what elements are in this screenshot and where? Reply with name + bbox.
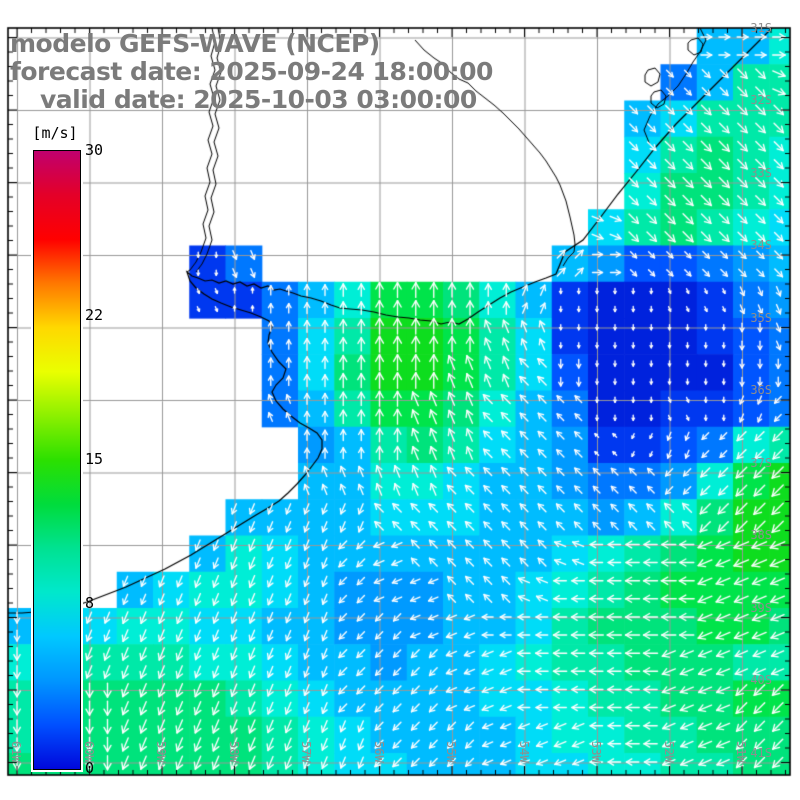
lon-label-52w: 52W [661, 741, 676, 763]
lat-label-32s: 32S [750, 93, 772, 107]
lon-label-61w: 61W [9, 741, 23, 763]
lon-label-58w: 58W [226, 741, 241, 763]
lat-label-36s: 36S [750, 383, 772, 397]
lon-label-59w: 59W [154, 741, 168, 763]
lat-label-33s: 33S [750, 165, 772, 180]
lon-label-56w: 56W [371, 741, 386, 763]
lon-label-55w: 55W [444, 741, 458, 763]
colorbar-tick-15: 15 [85, 450, 104, 468]
colorbar-tick-8: 8 [85, 594, 95, 613]
colorbar-tick-22: 22 [85, 305, 104, 324]
lat-label-40s: 40S [750, 673, 772, 687]
lon-label-53w: 53W [589, 741, 603, 763]
lat-label-39s: 39S [750, 600, 772, 615]
lon-label-54w: 54W [516, 741, 531, 763]
lat-label-34s: 34S [750, 238, 772, 252]
lon-label-57w: 57W [299, 741, 313, 763]
lat-label-35s: 35S [750, 310, 772, 325]
colorbar-tick-30: 30 [85, 141, 104, 159]
lat-label-41s: 41S [750, 745, 772, 760]
lat-label-37s: 37S [750, 455, 772, 470]
colorbar-tick-0: 0 [85, 759, 95, 777]
colorbar-gradient [31, 148, 83, 772]
lat-label-38s: 38S [750, 528, 772, 542]
lat-label-31s: 31S [750, 20, 772, 35]
colorbar-unit-label: [m/s] [26, 124, 84, 142]
